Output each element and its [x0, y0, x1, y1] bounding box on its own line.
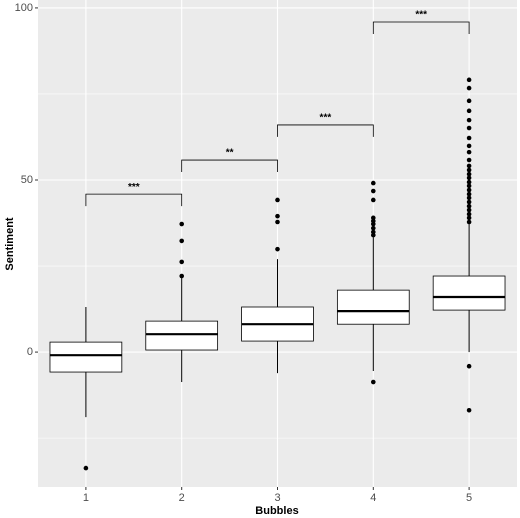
outlier	[466, 407, 472, 413]
box	[49, 341, 123, 373]
outlier	[466, 219, 472, 225]
outlier	[179, 221, 184, 227]
outlier	[179, 238, 184, 244]
y-tick-label: 100	[15, 2, 33, 14]
outlier	[83, 465, 89, 471]
outlier	[371, 180, 376, 186]
outlier	[466, 85, 472, 91]
outlier	[466, 195, 472, 201]
significance-bracket	[181, 159, 278, 173]
significance-label: ***	[320, 113, 332, 124]
outlier	[466, 143, 472, 149]
outlier	[275, 219, 280, 225]
outlier	[371, 229, 376, 235]
outlier	[466, 179, 472, 185]
outlier	[466, 149, 472, 155]
outlier	[275, 246, 280, 252]
outlier	[466, 171, 472, 177]
outlier	[466, 117, 472, 123]
x-tick-label: 4	[370, 492, 376, 504]
box	[145, 320, 219, 351]
outlier	[466, 98, 472, 104]
x-tick-label: 5	[466, 492, 472, 504]
outlier	[466, 183, 472, 189]
outlier	[371, 188, 376, 194]
x-tick-label: 1	[83, 492, 89, 504]
outlier	[466, 125, 472, 131]
outlier	[466, 175, 472, 181]
outlier	[466, 187, 472, 193]
outlier	[466, 157, 472, 163]
outlier	[275, 213, 280, 219]
outlier	[371, 197, 376, 203]
y-tick-label: 0	[27, 346, 33, 358]
outlier	[466, 191, 472, 197]
y-tick-label: 50	[21, 174, 33, 186]
outlier	[466, 203, 472, 209]
outlier	[371, 225, 376, 231]
box	[432, 275, 506, 311]
x-tick-label: 2	[179, 492, 185, 504]
significance-label: ***	[128, 182, 140, 193]
outlier	[466, 135, 472, 141]
outlier	[371, 215, 376, 221]
outlier	[466, 207, 472, 213]
outlier	[179, 273, 184, 279]
outlier	[275, 197, 280, 203]
outlier	[466, 77, 472, 83]
outlier	[466, 215, 472, 221]
significance-bracket	[85, 193, 183, 207]
significance-bracket	[277, 124, 374, 137]
outlier	[371, 379, 376, 385]
x-tick-label: 3	[274, 492, 280, 504]
outlier	[466, 211, 472, 217]
outlier	[466, 199, 472, 205]
outlier	[466, 108, 472, 114]
significance-label: **	[226, 148, 234, 159]
significance-bracket	[372, 21, 470, 35]
outlier	[466, 363, 472, 369]
outlier	[466, 163, 472, 169]
y-axis-title: Sentiment	[4, 217, 16, 271]
x-axis-title: Bubbles	[255, 505, 298, 517]
significance-label: ***	[415, 10, 427, 21]
outlier	[466, 167, 472, 173]
outlier	[179, 259, 184, 265]
box	[336, 289, 410, 325]
